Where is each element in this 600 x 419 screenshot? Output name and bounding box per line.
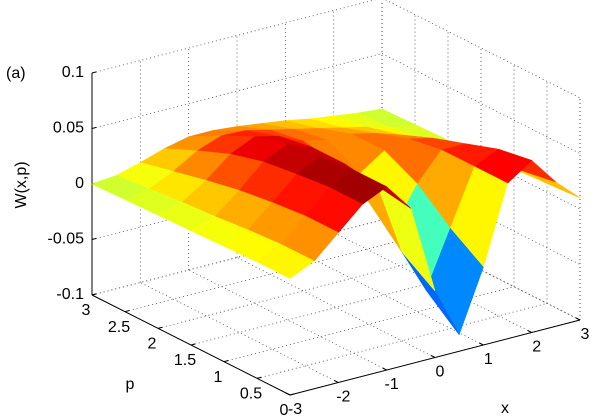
x-tick bbox=[285, 392, 291, 396]
x-tick bbox=[382, 367, 387, 371]
grid-line bbox=[140, 282, 339, 383]
x-tick-label: 1 bbox=[484, 351, 493, 368]
y-tick bbox=[223, 360, 229, 363]
x-tick-label: 3 bbox=[581, 326, 590, 343]
z-tick-label: 0.05 bbox=[53, 120, 84, 137]
z-tick bbox=[91, 237, 97, 240]
y-tick-label: 3 bbox=[82, 302, 91, 319]
x-tick-label: -1 bbox=[385, 376, 399, 393]
x-tick-label: -3 bbox=[288, 401, 302, 418]
x-tick bbox=[479, 342, 484, 346]
grid-line bbox=[385, 0, 581, 99]
y-tick-label: 2.5 bbox=[108, 319, 130, 336]
grid-line bbox=[188, 269, 387, 371]
x-axis-label: x bbox=[501, 400, 509, 417]
x-tick-label: 0 bbox=[436, 364, 445, 381]
z-tick bbox=[91, 293, 97, 296]
z-tick bbox=[91, 71, 97, 74]
y-tick-label: 0 bbox=[280, 402, 289, 419]
x-tick bbox=[527, 330, 532, 333]
z-tick-label: -0.05 bbox=[48, 231, 85, 248]
y-tick bbox=[256, 376, 262, 379]
z-tick-label: 0.1 bbox=[62, 64, 84, 81]
surface-patch bbox=[256, 244, 315, 279]
y-tick bbox=[157, 326, 163, 329]
z-axis-label: W(x,p) bbox=[13, 161, 30, 208]
y-tick bbox=[124, 310, 130, 313]
y-tick-label: 1 bbox=[214, 369, 223, 386]
y-tick-label: 0.5 bbox=[240, 386, 262, 403]
surface-patch bbox=[522, 170, 581, 199]
y-tick bbox=[289, 393, 295, 396]
grid-line bbox=[381, 53, 581, 154]
annotation: (a) bbox=[6, 65, 26, 82]
x-tick bbox=[334, 380, 339, 383]
grid-line bbox=[333, 232, 532, 333]
x-tick bbox=[430, 355, 436, 358]
z-tick-label: -0.1 bbox=[56, 286, 84, 303]
x-tick-label: 2 bbox=[532, 339, 541, 356]
grid-line bbox=[285, 244, 484, 346]
x-tick bbox=[575, 317, 581, 321]
y-tick bbox=[190, 343, 196, 346]
y-tick-label: 1.5 bbox=[174, 352, 196, 369]
y-tick-label: 2 bbox=[148, 336, 157, 353]
grid-line bbox=[236, 257, 436, 358]
z-tick bbox=[91, 126, 97, 129]
x-tick-label: -2 bbox=[336, 389, 350, 406]
z-tick-label: 0 bbox=[75, 175, 84, 192]
y-axis-label: p bbox=[126, 376, 135, 393]
